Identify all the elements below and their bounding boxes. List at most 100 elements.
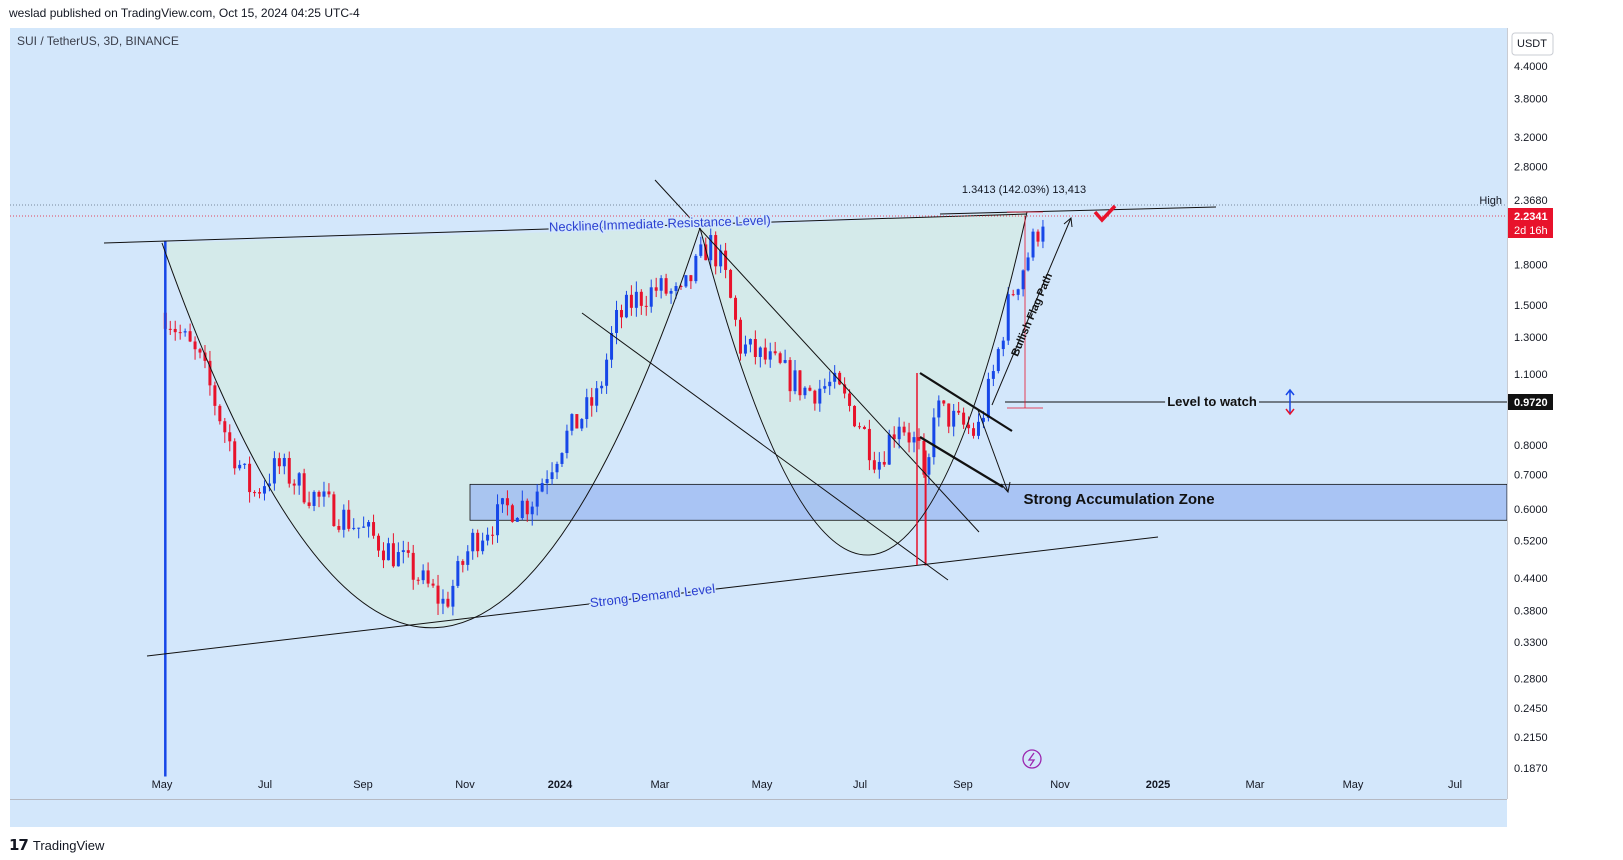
candle-body[interactable] (535, 491, 539, 507)
candle-body[interactable] (669, 290, 673, 294)
candle-body[interactable] (843, 384, 847, 394)
candle-body[interactable] (342, 509, 346, 530)
candle-body[interactable] (991, 371, 995, 379)
candle-body[interactable] (624, 294, 628, 318)
candle-body[interactable] (947, 403, 951, 427)
candle-body[interactable] (272, 458, 276, 484)
candle-body[interactable] (372, 522, 376, 536)
candle-body[interactable] (773, 351, 777, 354)
candle-body[interactable] (912, 437, 916, 443)
candle-body[interactable] (823, 386, 827, 389)
candle-body[interactable] (1016, 289, 1020, 295)
candle-body[interactable] (505, 498, 509, 506)
candle-body[interactable] (709, 235, 713, 261)
candle-body[interactable] (957, 410, 961, 413)
candle-body[interactable] (451, 585, 455, 607)
candle-body[interactable] (654, 287, 658, 291)
candle-body[interactable] (362, 526, 366, 528)
candle-body[interactable] (208, 360, 212, 386)
candle-body[interactable] (386, 543, 390, 561)
candle-body[interactable] (882, 461, 886, 465)
candle-body[interactable] (377, 535, 381, 551)
candle-body[interactable] (540, 483, 544, 492)
candle-body[interactable] (862, 426, 866, 429)
candle-body[interactable] (833, 372, 837, 382)
candle-body[interactable] (332, 494, 336, 527)
candle-body[interactable] (689, 275, 693, 282)
candle-body[interactable] (981, 417, 985, 422)
candle-body[interactable] (967, 424, 971, 429)
candle-body[interactable] (491, 534, 495, 536)
candle-body[interactable] (972, 428, 976, 436)
candle-body[interactable] (684, 275, 688, 287)
candle-body[interactable] (763, 347, 767, 360)
cup-curve-1[interactable] (161, 227, 701, 629)
candle-body[interactable] (446, 598, 450, 607)
candle-body[interactable] (729, 269, 733, 298)
candle-body[interactable] (902, 426, 906, 433)
candle-body[interactable] (942, 400, 946, 404)
candle-body[interactable] (406, 550, 410, 553)
downtrend-channel[interactable] (581, 312, 949, 581)
candle-body[interactable] (188, 331, 192, 342)
candle-body[interactable] (664, 278, 668, 294)
candle-body[interactable] (595, 388, 599, 406)
candle-body[interactable] (922, 440, 926, 475)
candle-body[interactable] (798, 370, 802, 396)
candle-body[interactable] (486, 534, 490, 541)
candle-body[interactable] (555, 463, 559, 473)
demand-line[interactable] (146, 536, 1159, 657)
candle-body[interactable] (520, 500, 524, 519)
candle-body[interactable] (198, 349, 202, 353)
candle-body[interactable] (322, 491, 326, 497)
candle-body[interactable] (456, 561, 460, 586)
candle-body[interactable] (619, 309, 623, 318)
candle-body[interactable] (277, 458, 281, 467)
flag-bottom[interactable] (919, 436, 1004, 488)
candle-body[interactable] (436, 585, 440, 604)
candle-body[interactable] (550, 472, 554, 480)
candle-body[interactable] (1041, 226, 1045, 242)
flag-top[interactable] (919, 372, 1013, 432)
candle-body[interactable] (302, 473, 306, 503)
candle-body[interactable] (575, 414, 579, 429)
candle-body[interactable] (570, 414, 574, 431)
candle-body[interactable] (927, 457, 931, 475)
candle-body[interactable] (848, 393, 852, 406)
candle-body[interactable] (590, 397, 594, 406)
candle-body[interactable] (996, 349, 1000, 372)
candle-body[interactable] (287, 457, 291, 484)
candle-body[interactable] (808, 387, 812, 391)
candle-body[interactable] (560, 453, 564, 464)
candle-body[interactable] (307, 502, 311, 506)
candle-body[interactable] (986, 378, 990, 418)
candle-body[interactable] (714, 235, 718, 267)
candle-body[interactable] (962, 412, 966, 425)
event-lightning-icon[interactable] (1022, 749, 1042, 769)
candle-body[interactable] (699, 244, 703, 256)
candle-body[interactable] (282, 457, 286, 467)
candle-body[interactable] (466, 551, 470, 565)
candle-body[interactable] (292, 483, 296, 486)
candle-body[interactable] (907, 432, 911, 443)
candle-body[interactable] (600, 385, 604, 389)
candle-body[interactable] (1021, 270, 1025, 290)
candle-body[interactable] (267, 483, 271, 487)
candle-body[interactable] (813, 390, 817, 404)
candle-body[interactable] (887, 434, 891, 465)
candle-body[interactable] (441, 598, 445, 604)
candle-body[interactable] (615, 309, 619, 333)
candle-body[interactable] (312, 491, 316, 506)
candle-body[interactable] (743, 344, 747, 354)
candle-body[interactable] (510, 505, 514, 522)
candle-body[interactable] (411, 552, 415, 580)
candle-body[interactable] (828, 381, 832, 387)
candle-body[interactable] (649, 287, 653, 307)
candle-body[interactable] (530, 506, 534, 515)
candle-body[interactable] (932, 417, 936, 458)
candle-body[interactable] (1006, 294, 1010, 341)
candle-body[interactable] (634, 291, 638, 308)
candle-body[interactable] (1011, 294, 1015, 296)
candle-body[interactable] (753, 339, 757, 357)
neckline-extension[interactable] (939, 206, 1217, 215)
